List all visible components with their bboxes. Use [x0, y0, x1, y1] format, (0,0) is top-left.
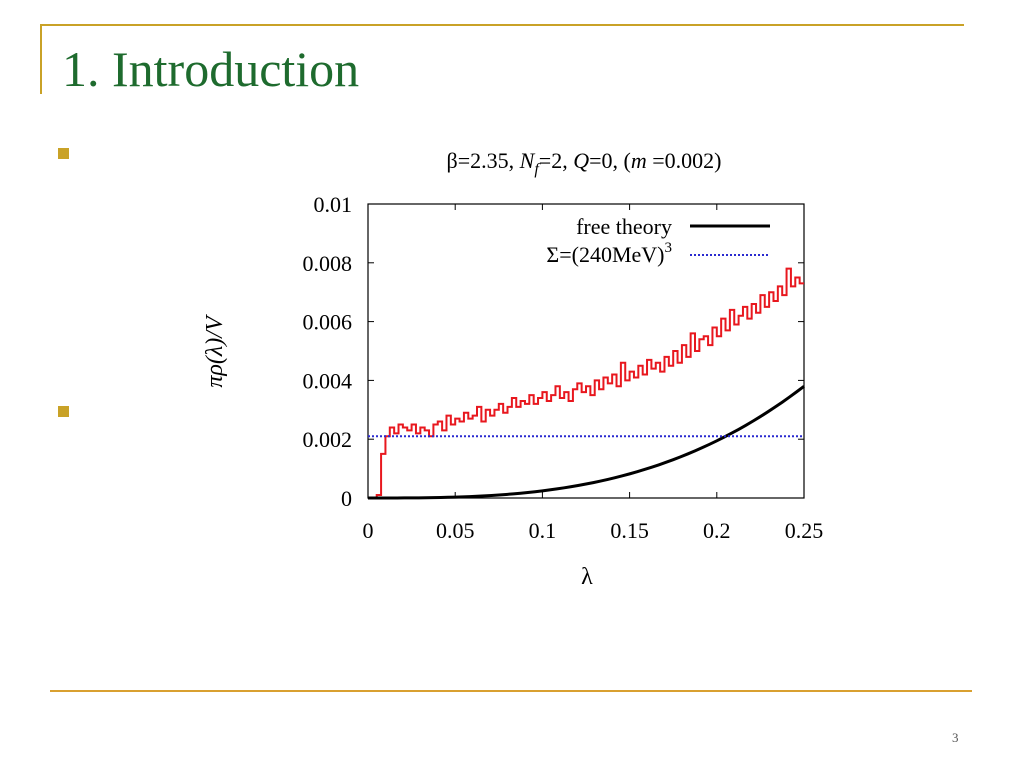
plot-frame [367, 203, 805, 499]
legend-label-free-theory: free theory [576, 214, 672, 239]
y-tick-label: 0.002 [303, 427, 353, 452]
x-tick-label: 0.15 [610, 518, 649, 543]
x-axis-label: λ [581, 564, 593, 590]
series-line-lattice-data [375, 267, 804, 498]
x-tick-label: 0.2 [703, 518, 731, 543]
legend: free theory Σ=(240MeV)3 [546, 214, 770, 267]
legend-label-sigma: Σ=(240MeV)3 [546, 240, 672, 267]
y-tick-label: 0.004 [303, 368, 353, 393]
x-tick-label: 0.25 [785, 518, 824, 543]
x-tick-label: 0.1 [529, 518, 557, 543]
title-frame-top-rule [40, 24, 964, 26]
page-number: 3 [952, 730, 959, 745]
y-tick-label: 0.008 [303, 251, 353, 276]
y-tick-label: 0.006 [303, 310, 353, 335]
axis-ticks: 0 0.05 0.1 0.15 0.2 0.25 0 0.002 0.004 0.006 0.008… [303, 192, 824, 543]
bullet-square-icon [58, 148, 69, 159]
series-layer [367, 267, 805, 500]
series-line-free-theory [367, 385, 805, 500]
y-axis-label: πρ(λ)/V [202, 314, 228, 388]
x-tick-label: 0.05 [436, 518, 475, 543]
slide-title: 1. Introduction [62, 41, 360, 97]
y-tick-label: 0 [341, 486, 352, 511]
chart-title: β=2.35, Nf=2, Q=0, (m =0.002) [447, 148, 722, 178]
x-tick-label: 0 [363, 518, 374, 543]
title-frame-left-rule [40, 24, 42, 94]
footer-rule [50, 690, 972, 692]
bullet-square-icon [58, 406, 69, 417]
y-tick-label: 0.01 [314, 192, 353, 217]
